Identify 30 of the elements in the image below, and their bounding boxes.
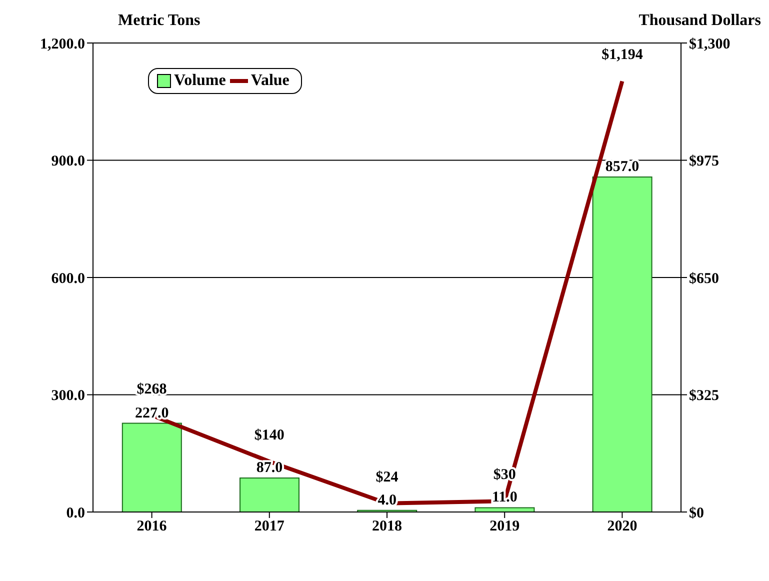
y-axis-title: Metric Tons <box>118 12 200 30</box>
x-tick-label: 2017 <box>254 518 285 535</box>
data-label: $24 <box>376 469 399 486</box>
y2-tick-label: $975 <box>689 154 719 170</box>
x-tick-label: 2016 <box>136 518 168 535</box>
data-label: $268 <box>136 381 167 398</box>
y-tick-label: 900.0 <box>51 154 85 170</box>
legend-label: Value <box>250 72 290 90</box>
x-tick-label: 2018 <box>372 518 402 535</box>
y2-tick-label: $325 <box>689 388 719 404</box>
y2-axis-title: Thousand Dollars <box>638 12 761 30</box>
y-tick-label: 1,200.0 <box>40 36 85 52</box>
x-tick-label: 2019 <box>490 518 520 535</box>
x-tick-label: 2020 <box>607 518 638 535</box>
y-tick-label: 600.0 <box>51 270 85 287</box>
data-label: 227.0 <box>135 405 169 422</box>
data-label: 857.0 <box>605 159 640 176</box>
y2-tick-label: $1,300 <box>689 36 730 52</box>
y-tick-label: 0.0 <box>66 505 85 522</box>
data-label: $1,194 <box>602 47 644 64</box>
data-label: 87.0 <box>256 460 283 476</box>
bar <box>240 478 300 512</box>
y-tick-label: 300.0 <box>51 388 85 404</box>
bar <box>474 507 535 512</box>
bar <box>592 176 652 512</box>
bar <box>122 422 182 512</box>
y2-tick-label: $650 <box>689 270 719 287</box>
data-label: $140 <box>254 427 284 444</box>
legend-label: Volume <box>173 72 226 90</box>
y2-tick-label: $0 <box>689 505 704 522</box>
